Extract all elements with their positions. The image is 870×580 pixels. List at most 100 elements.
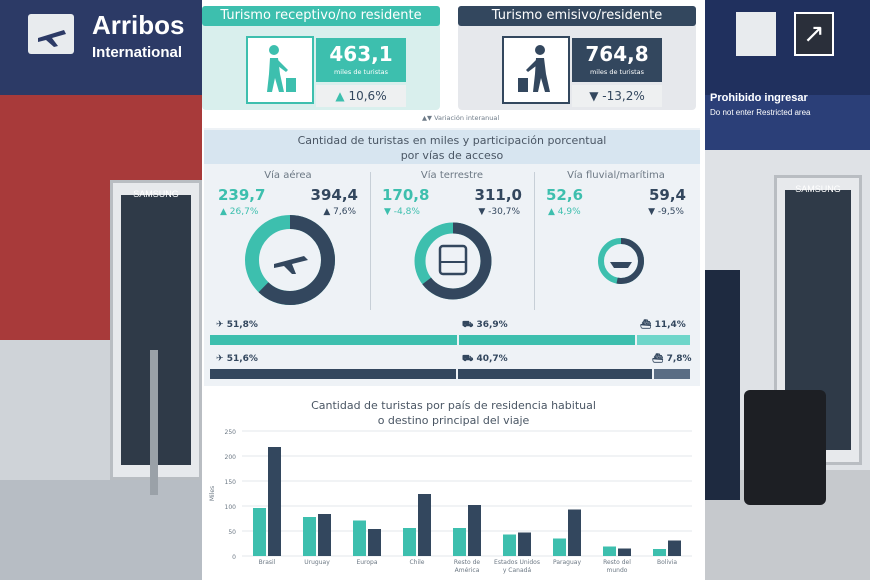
terrestre-recv-var: ▼ -4,8% [384,207,420,217]
aerea-donut-emi [245,215,335,305]
fluvial-emi-var: ▼ -9,5% [648,207,684,217]
background-right: ↗ Prohibido ingresar Do not enter Restri… [704,0,870,580]
emi-share-fluvial-value: 7,8% [666,354,692,364]
emi-share-terrestre-value: 40,7% [476,354,508,364]
bar [253,508,266,556]
category-label: Uruguay [304,559,330,566]
bar [453,528,466,556]
fluvial-emi-var-value: -9,5% [657,207,684,217]
fluvial-donut-emi [598,238,644,284]
bus-icon [438,244,468,276]
recv-share-fluvial: ⛴ 11,4% [640,320,686,330]
access-title-line2: por vías de acceso [400,149,504,162]
emisivo-variation: ▼ -13,2% [572,85,662,107]
col-aerea: Vía aérea 239,7 394,4 ▲ 26,7% ▲ 7,6% [208,170,368,310]
aerea-emi-var-value: 7,6% [333,207,356,217]
terrestre-donut [414,222,492,300]
emisivo-share-bar [210,369,692,379]
emisivo-unit: miles de turistas [589,68,645,76]
y-tick-label: 250 [225,429,237,436]
plane-sign-icon [28,14,74,54]
emisivo-title: Turismo emisivo/residente [458,6,696,26]
queue-post [150,350,158,495]
terrestre-donut-emi [414,222,492,300]
recv-share-terrestre: ⛟ 36,9% [462,320,508,330]
receptivo-variation-value: 10,6% [348,89,387,103]
prohibido-sign: Prohibido ingresar [710,92,808,104]
category-label: y Canadá [503,567,532,574]
bar [618,548,631,556]
access-panel: Cantidad de turistas en miles y particip… [204,128,700,386]
category-label: Resto de [454,559,480,566]
bar [303,517,316,556]
receptivo-title: Turismo receptivo/no residente [202,6,440,26]
atm-sign-icon [736,12,776,56]
receptivo-unit: miles de turistas [333,68,389,76]
y-tick-label: 150 [225,479,237,486]
category-label: Resto del [603,559,631,566]
y-tick-label: 50 [228,529,236,536]
fluvial-donut [598,238,644,284]
terrestre-recv-var-value: -4,8% [393,207,420,217]
passenger-figure [704,270,740,500]
category-label: mundo [607,567,628,574]
category-label: Europa [356,559,377,566]
ship-icon [610,262,632,268]
departing-traveler-icon [502,36,570,104]
no-enter-sign: Do not enter Restricted area [710,108,811,117]
terrestre-label: Vía terrestre [420,170,484,181]
bar [653,549,666,556]
y-tick-label: 0 [232,554,236,561]
y-tick-label: 200 [225,454,237,461]
share-segment [637,335,692,345]
fluvial-recv-var: ▲ 4,9% [548,207,581,217]
country-title-line1: Cantidad de turistas por país de residen… [311,399,596,412]
emisivo-variation-value: -13,2% [602,89,645,103]
col-fluvial: Vía fluvial/marítima 52,6 59,4 ▲ 4,9% ▼ … [536,170,696,310]
recv-share-aerea-value: 51,8% [226,320,258,330]
kiosk-brand: SAMSUNG [133,189,179,199]
access-title: Cantidad de turistas en miles y particip… [204,130,700,164]
bar [353,520,366,556]
aerea-donut [245,215,335,305]
bar [368,529,381,556]
aerea-recv-value: 239,7 [218,186,266,204]
terrestre-emi-value: 311,0 [474,186,522,204]
emisivo-total: 764,8 miles de turistas [572,38,662,82]
background-left: Arribos International SAMSUNG [0,0,202,580]
down-arrow-icon: ▼ [589,89,599,103]
bar [468,505,481,556]
variation-note: ▲▼ Variación interanual [422,114,500,122]
terrestre-emi-var-value: -30,7% [488,207,520,217]
bar [668,540,681,556]
up-arrow-icon: ▲ [335,89,345,103]
aerea-emi-value: 394,4 [310,186,358,204]
bar [268,447,281,556]
international-sign: International [92,44,183,61]
airplane-icon [274,256,308,274]
bar [518,532,531,556]
col-terrestre: Vía terrestre 170,8 311,0 ▼ -4,8% ▼ -30,… [372,170,532,310]
arriving-traveler-icon [246,36,314,104]
terrestre-emi-var: ▼ -30,7% [478,207,520,217]
arribos-sign: Arribos [92,10,185,40]
country-title-line2: o destino principal del viaje [377,414,530,427]
col-separator [534,172,535,310]
emi-share-fluvial: ⛴ 7,8% [652,354,692,364]
category-label: Chile [409,559,424,566]
bar [568,509,581,556]
fluvial-label: Vía fluvial/marítima [567,170,665,181]
fluvial-recv-var-value: 4,9% [557,207,581,217]
bar [318,514,331,556]
recv-share-fluvial-value: 11,4% [654,320,686,330]
receptivo-card: Turismo receptivo/no residente 463,1 mil… [202,6,440,110]
aerea-recv-var: ▲ 26,7% [220,207,259,217]
col-separator [370,172,371,310]
emi-share-terrestre: ⛟ 40,7% [462,354,508,364]
fluvial-recv-value: 52,6 [546,186,584,204]
aerea-emi-var: ▲ 7,6% [323,207,356,217]
category-label: Brasil [259,559,276,566]
emi-share-aerea-value: 51,6% [226,354,258,364]
variation-note-text: Variación interanual [434,114,500,122]
emi-share-aerea: ✈ 51,6% [216,354,258,364]
